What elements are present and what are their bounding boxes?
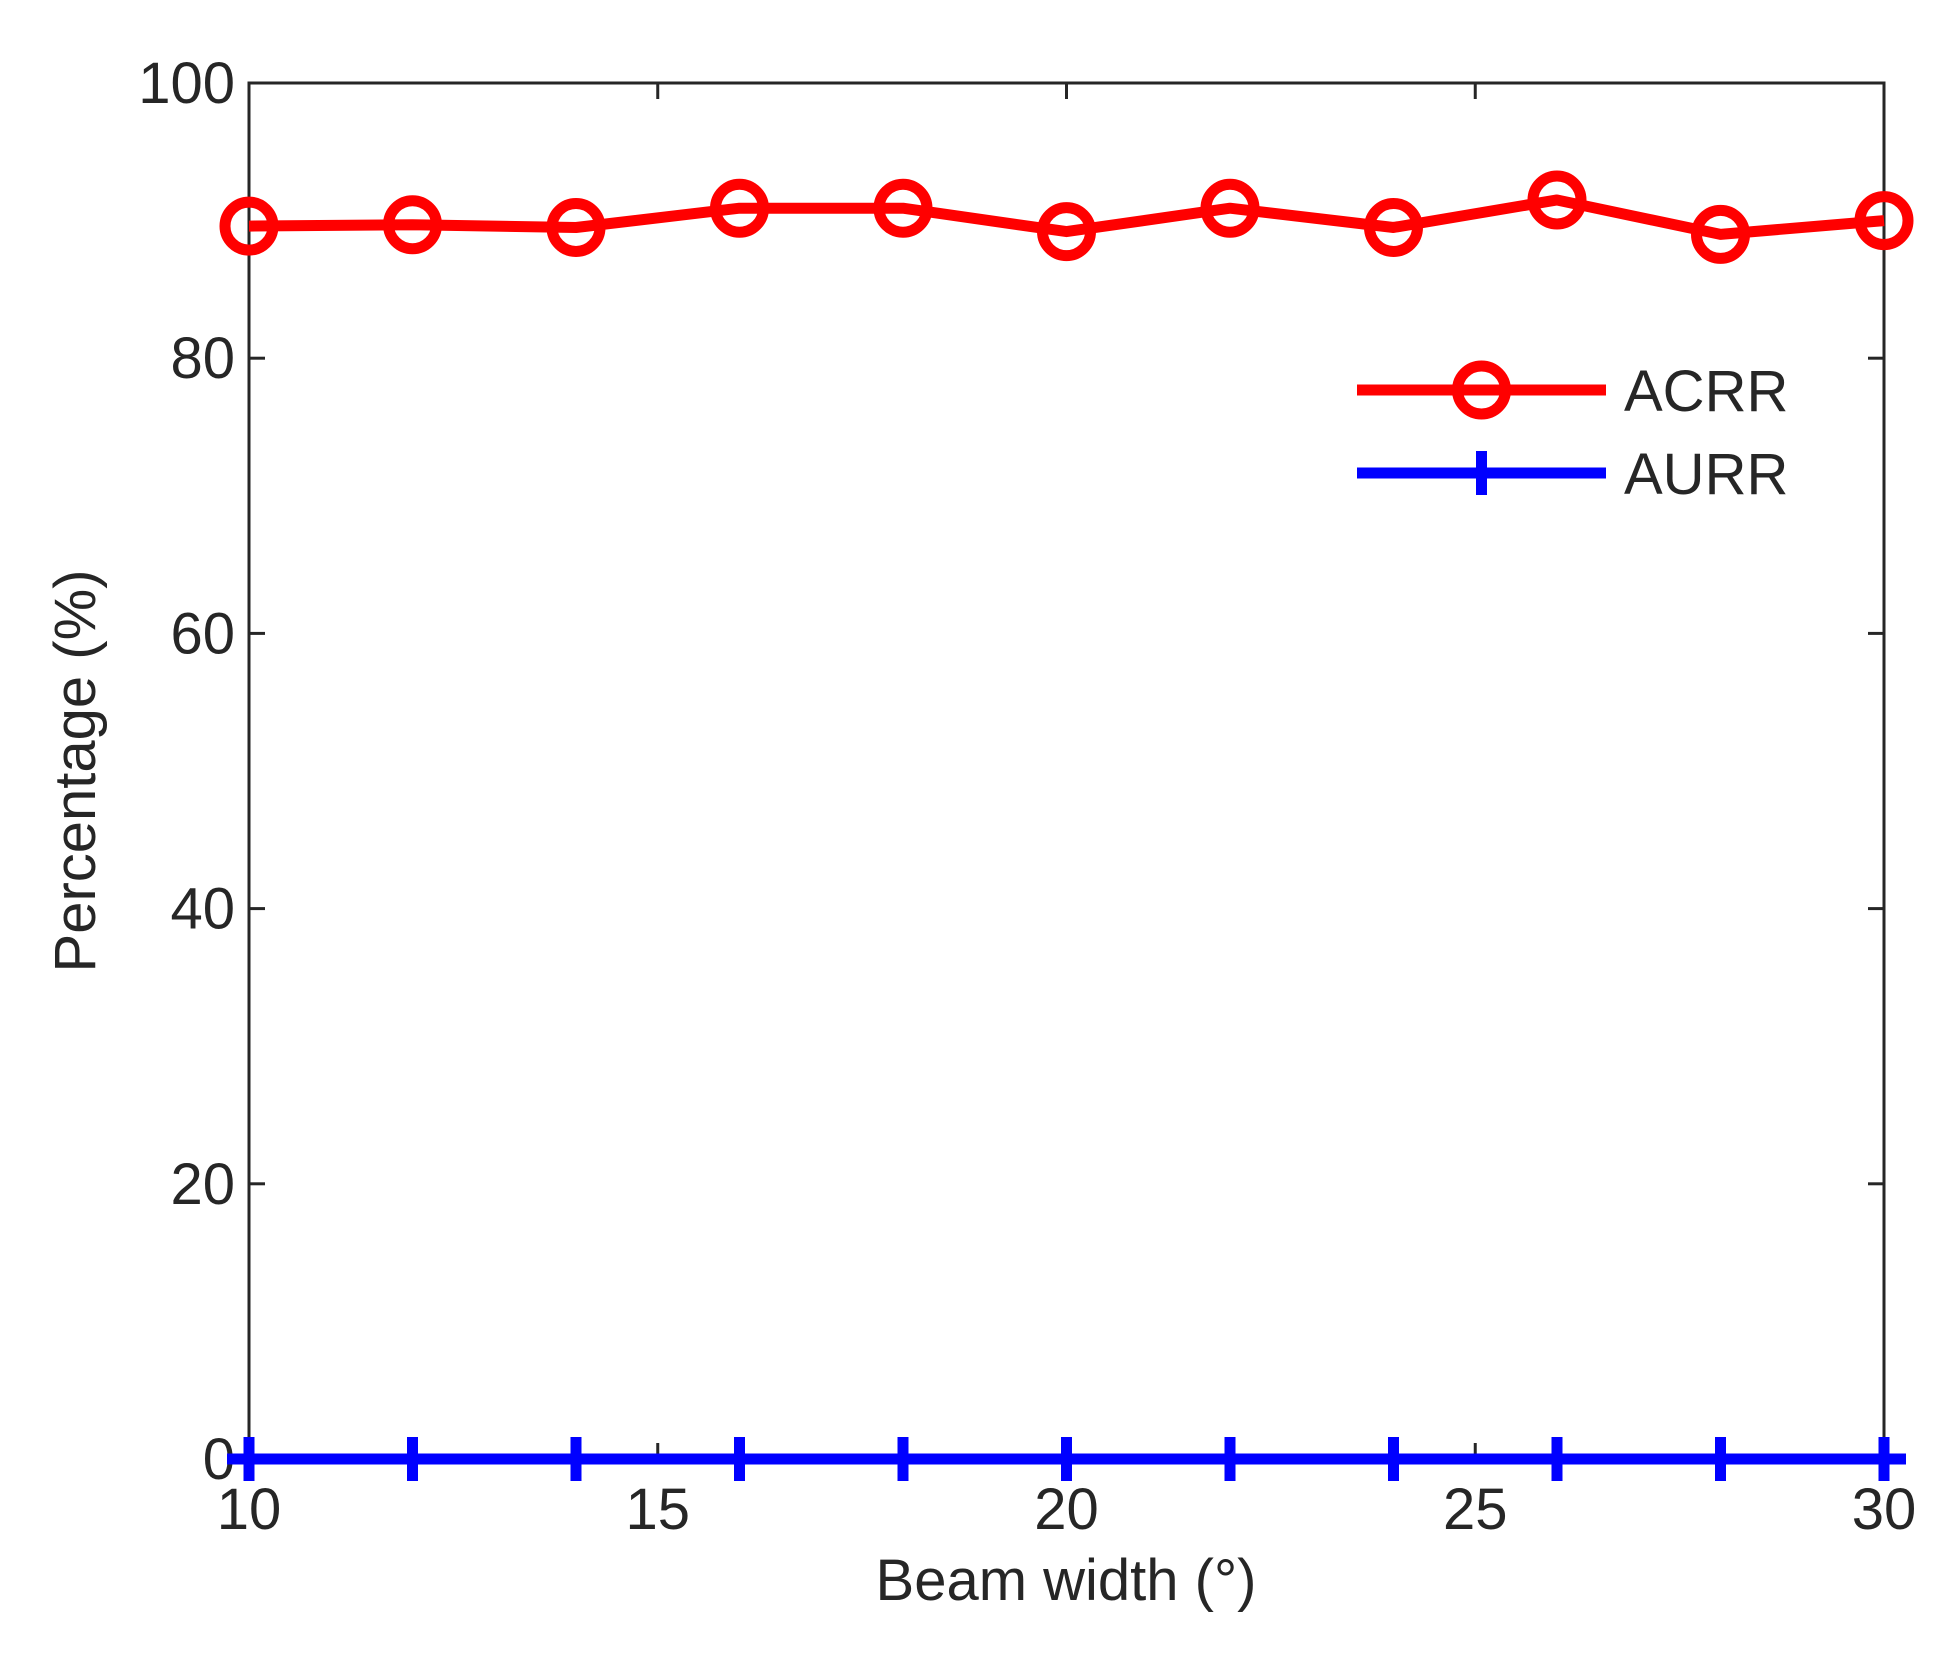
data-point xyxy=(219,196,279,256)
data-point xyxy=(1364,197,1423,257)
data-point xyxy=(1037,202,1096,262)
data-point xyxy=(873,178,933,238)
x-axis-label: Beam width (°) xyxy=(876,1548,1257,1613)
legend-label: AURR xyxy=(1624,442,1788,507)
x-tick-label: 15 xyxy=(625,1477,690,1542)
data-point xyxy=(227,1437,271,1481)
x-tick-label: 30 xyxy=(1852,1477,1917,1542)
data-point xyxy=(1862,1437,1906,1481)
legend-marker xyxy=(1459,451,1504,495)
y-tick-label: 80 xyxy=(170,326,235,391)
data-point xyxy=(1527,170,1587,230)
series-line xyxy=(248,194,1885,240)
data-point xyxy=(717,1437,762,1481)
data-point xyxy=(1535,1437,1579,1481)
x-tick-label: 25 xyxy=(1443,1477,1508,1542)
y-tick-label: 40 xyxy=(170,877,235,942)
data-point xyxy=(710,178,769,238)
x-tick-label: 10 xyxy=(217,1477,282,1542)
axes-box xyxy=(247,81,1886,1461)
data-point xyxy=(881,1437,925,1481)
data-point xyxy=(1698,1437,1743,1481)
legend-label: ACRR xyxy=(1624,359,1788,424)
y-tick-label: 60 xyxy=(170,601,235,666)
y-tick-label: 20 xyxy=(170,1152,235,1217)
x-tick-label: 20 xyxy=(1034,1477,1099,1542)
data-point xyxy=(383,195,442,255)
data-point xyxy=(390,1437,435,1481)
y-axis-label: Percentage (%) xyxy=(43,570,108,973)
legend-marker xyxy=(1452,360,1511,420)
data-point xyxy=(1854,191,1914,251)
y-tick-label: 100 xyxy=(138,51,235,116)
data-point xyxy=(1208,1437,1252,1481)
data-point xyxy=(546,197,606,257)
data-point xyxy=(554,1437,598,1481)
data-point xyxy=(1691,204,1750,264)
data-point xyxy=(1044,1437,1089,1481)
data-point xyxy=(1371,1437,1416,1481)
data-point xyxy=(1200,178,1260,238)
